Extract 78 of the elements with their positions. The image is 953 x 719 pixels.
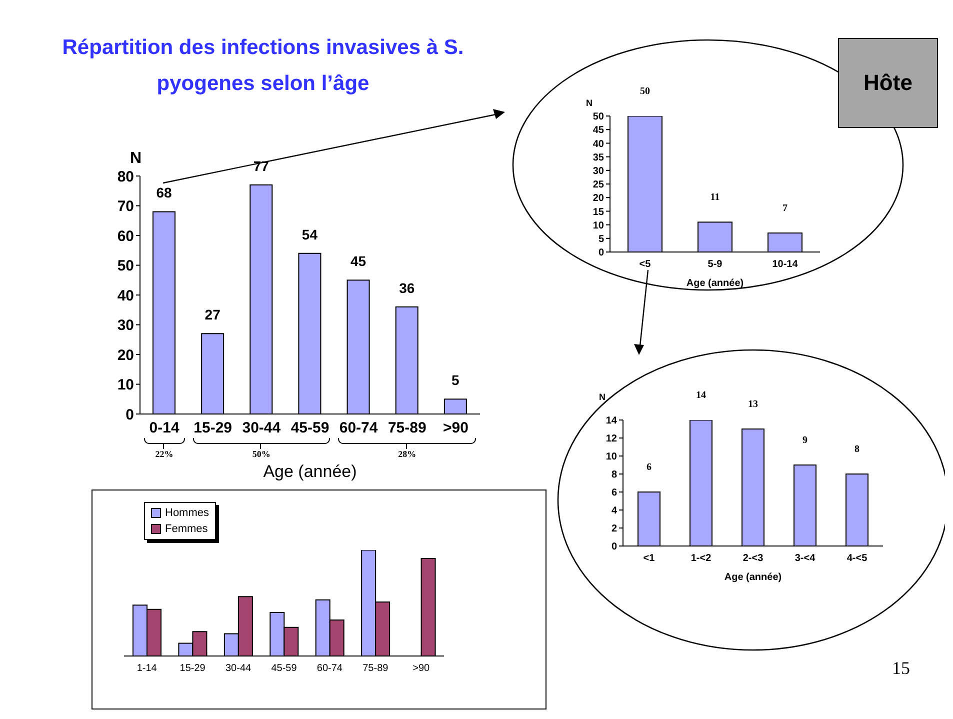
x-tick-label: >90	[442, 420, 468, 437]
x-tick-label: 4-<5	[846, 553, 868, 564]
y-axis-title: N	[130, 150, 142, 168]
y-tick-label: 10	[606, 452, 618, 463]
data-label: 6	[646, 462, 652, 473]
y-tick-label: 6	[611, 488, 618, 499]
data-label: 50	[640, 86, 650, 97]
y-tick-label: 0	[611, 542, 618, 553]
data-label: 11	[710, 192, 720, 204]
y-tick-label: 14	[606, 416, 618, 427]
y-tick-label: 20	[117, 346, 134, 364]
y-tick-label: 0	[598, 248, 604, 259]
y-tick-label: 2	[611, 524, 618, 535]
x-tick-label: 1-<2	[690, 553, 712, 564]
x-tick-label: <5	[639, 259, 652, 270]
x-tick-label: 30-44	[225, 663, 252, 674]
x-tick-label: 15-29	[180, 663, 206, 674]
x-tick-label: 45-59	[290, 420, 330, 437]
x-tick-label: 75-89	[388, 420, 426, 437]
x-tick-label: 15-29	[194, 420, 232, 437]
text: 15	[892, 658, 910, 679]
text: 50%	[251, 449, 272, 459]
data-label: 8	[854, 444, 860, 455]
y-tick-label: 12	[606, 434, 618, 445]
chart-title: Répartition des infections invasives à S. pyogenes selon l’âge	[61, 35, 465, 97]
y-tick-label: 10	[592, 220, 604, 232]
y-tick-label: 8	[611, 470, 618, 481]
x-tick-label: 75-89	[362, 663, 389, 674]
x-tick-label: 5-9	[708, 259, 723, 270]
x-tick-label: 10-14	[772, 259, 798, 270]
y-tick-label: 15	[592, 206, 604, 218]
y-tick-label: 35	[592, 152, 604, 164]
text: Hôte	[838, 38, 938, 128]
data-label: 68	[156, 184, 172, 201]
y-tick-label: 30	[592, 166, 604, 177]
x-tick-label: 60-74	[339, 420, 378, 437]
y-axis-title: N	[586, 98, 592, 108]
y-axis-title: N	[599, 392, 606, 402]
y-tick-label: 40	[117, 287, 134, 304]
y-tick-label: 70	[117, 198, 134, 216]
x-tick-label: 0-14	[149, 420, 180, 437]
y-tick-label: 25	[592, 180, 604, 191]
y-tick-label: 50	[592, 112, 604, 123]
x-tick-label: 60-74	[316, 663, 343, 674]
y-tick-label: 0	[126, 406, 134, 424]
y-tick-label: 60	[117, 228, 134, 245]
x-tick-label: 3-<4	[794, 553, 816, 564]
x-tick-label: >90	[412, 663, 430, 674]
x-tick-label: 30-44	[242, 420, 282, 437]
y-tick-label: 50	[117, 258, 134, 275]
data-label: 7	[782, 202, 788, 214]
data-label: 54	[302, 226, 318, 242]
data-label: 36	[399, 280, 415, 296]
data-label: 14	[696, 390, 706, 401]
x-tick-label: 2-<3	[742, 553, 764, 564]
y-tick-label: 30	[117, 317, 134, 334]
x-tick-label: <1	[643, 553, 656, 564]
y-tick-label: 4	[611, 506, 618, 517]
y-tick-label: 80	[117, 168, 134, 186]
x-tick-label: 1-14	[136, 663, 158, 674]
text: 22%	[154, 449, 174, 459]
x-axis-title: Age (année)	[262, 462, 358, 482]
y-tick-label: 45	[592, 125, 604, 136]
text: 28%	[397, 449, 418, 459]
x-tick-label: 45-59	[271, 663, 298, 674]
x-axis-title: Age (année)	[723, 572, 783, 583]
data-label: 5	[452, 372, 460, 388]
data-label: 27	[204, 306, 221, 323]
legend-label: Hommes	[165, 506, 210, 521]
y-tick-label: 40	[592, 138, 604, 150]
data-label: 13	[748, 399, 758, 410]
y-tick-label: 20	[592, 193, 604, 204]
legend-label: Femmes	[165, 522, 208, 537]
data-label: 9	[802, 435, 808, 446]
data-label: 45	[350, 253, 366, 270]
y-tick-label: 10	[117, 376, 134, 394]
y-tick-label: 5	[598, 234, 604, 245]
x-axis-title: Age (année)	[685, 278, 745, 289]
